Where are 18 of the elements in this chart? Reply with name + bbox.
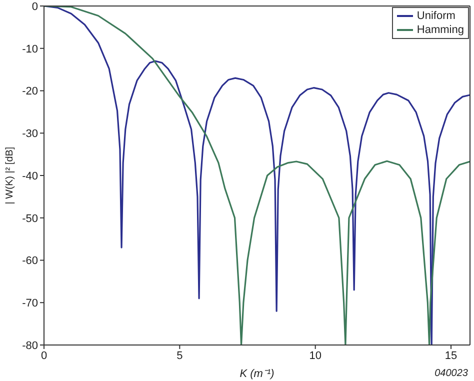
y-tick-label: -50 xyxy=(22,212,38,225)
legend-label: Hamming xyxy=(416,23,464,37)
x-tick-label: 5 xyxy=(176,350,183,362)
text: 040023 xyxy=(434,368,468,379)
y-tick-label: -60 xyxy=(22,255,38,268)
y-tick-label: -20 xyxy=(22,86,38,98)
y-tick-label: -10 xyxy=(22,43,38,56)
x-tick-label: 10 xyxy=(309,350,322,362)
y-tick-label: -40 xyxy=(22,170,38,182)
y-tick-label: -80 xyxy=(22,340,38,352)
y-axis-title: | W(K) |² [dB] xyxy=(4,146,16,204)
x-tick-label: 15 xyxy=(444,350,458,362)
y-tick-label: -30 xyxy=(22,128,38,140)
y-tick-label: -70 xyxy=(22,298,38,310)
y-tick-label: 0 xyxy=(32,0,38,13)
legend-label: Uniform xyxy=(416,9,456,23)
x-tick-label: 0 xyxy=(40,350,48,362)
x-axis-title: K (m⁻¹) xyxy=(240,368,275,380)
